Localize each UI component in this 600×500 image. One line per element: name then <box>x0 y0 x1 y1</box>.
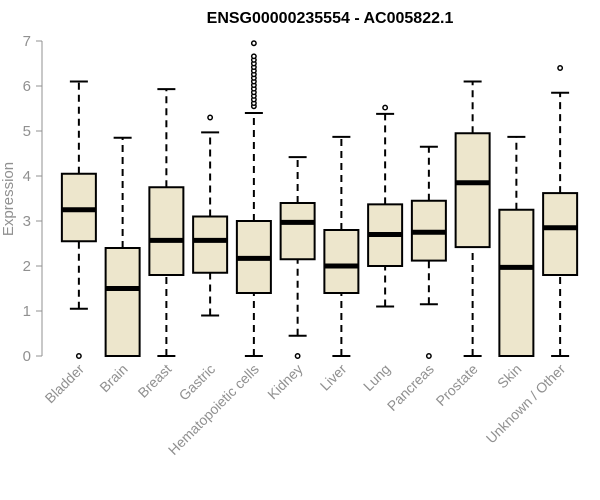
outlier-point <box>207 114 214 121</box>
box-1 <box>104 136 141 357</box>
outlier-point <box>75 353 82 359</box>
outlier-point <box>250 53 257 60</box>
y-tick-label: 6 <box>23 78 31 95</box>
iqr-box <box>454 132 491 249</box>
iqr-box <box>498 208 535 357</box>
y-tick-label: 3 <box>23 213 31 230</box>
box-4 <box>235 40 272 357</box>
box-8 <box>410 145 447 359</box>
iqr-box <box>192 215 229 274</box>
chart-title: ENSG00000235554 - AC005822.1 <box>207 10 454 27</box>
box-5 <box>279 156 316 359</box>
iqr-box <box>104 247 141 357</box>
x-tick-label: Unknown / Other <box>483 361 569 447</box>
y-tick-label: 2 <box>23 258 31 275</box>
x-tick-label: Breast <box>135 361 175 401</box>
box-3 <box>192 114 229 317</box>
box-11 <box>542 65 579 357</box>
y-tick-label: 0 <box>23 348 31 365</box>
x-tick-label: Pancreas <box>384 361 437 414</box>
x-tick-label: Kidney <box>264 361 306 403</box>
iqr-box <box>148 186 185 276</box>
outlier-point <box>425 353 432 359</box>
y-axis: 0 1 2 3 4 5 6 7 <box>23 33 43 365</box>
iqr-box <box>279 202 316 261</box>
box-0 <box>60 80 97 359</box>
outlier-point <box>250 40 257 47</box>
y-tick-label: 4 <box>23 168 31 185</box>
boxes-group <box>60 40 579 359</box>
box-7 <box>367 104 404 308</box>
y-tick-label: 1 <box>23 303 31 320</box>
iqr-box <box>542 192 579 277</box>
x-tick-label: Bladder <box>42 361 88 407</box>
box-9 <box>454 80 491 357</box>
x-tick-label: Liver <box>317 361 350 394</box>
x-tick-label: Brain <box>96 361 130 395</box>
outlier-point <box>557 65 564 71</box>
outlier-point <box>382 104 389 111</box>
y-axis-label: Expression <box>0 162 17 236</box>
y-tick-label: 7 <box>23 33 31 50</box>
x-tick-label: Prostate <box>433 361 481 409</box>
box-6 <box>323 135 360 357</box>
box-2 <box>148 88 185 357</box>
x-tick-label: Lung <box>360 361 393 394</box>
outlier-point <box>294 353 301 359</box>
iqr-box <box>323 229 360 294</box>
x-tick-label: Skin <box>494 361 525 392</box>
y-tick-label: 5 <box>23 123 31 140</box>
box-10 <box>498 135 535 357</box>
x-tick-label: Gastric <box>176 361 219 404</box>
